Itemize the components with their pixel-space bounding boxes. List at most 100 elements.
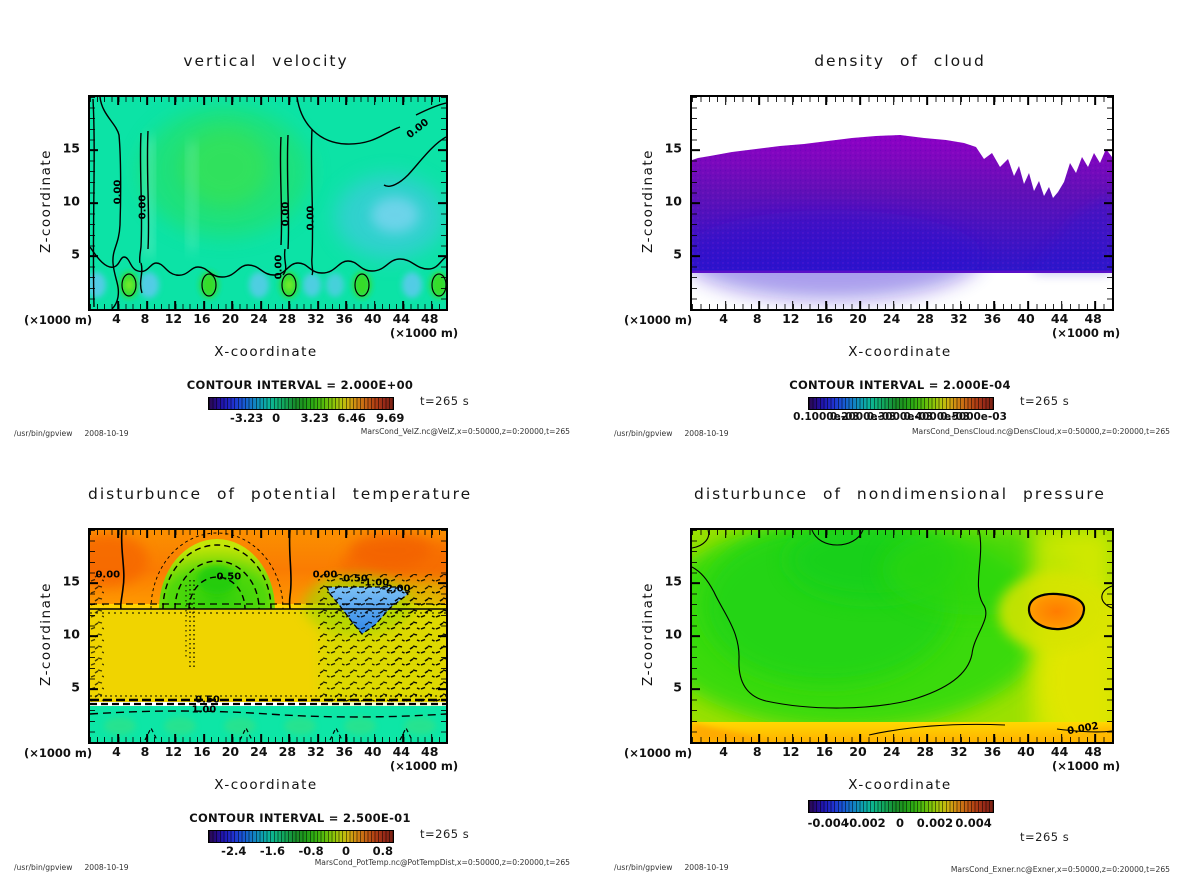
contour-interval-label: CONTOUR INTERVAL = 2.500E-01 [189,811,411,825]
x-tick-label: 4 [719,744,728,759]
colorbar-tick-label: 3.23 [300,411,329,425]
x-tick-labels: 4 8 12 16 20 24 28 32 36 40 44 48 [690,311,1110,326]
x-tick-label: 44 [1050,744,1069,759]
colorbar-tick-label: -2.4 [221,844,247,858]
y-tick-labels: 15 10 5 [654,95,684,307]
source-path-label: MarsCond_VelZ.nc@VelZ,x=0:50000,z=0:2000… [360,427,570,436]
time-label: t=265 s [1020,830,1070,844]
x-tick-label: 48 [421,311,439,326]
x-tick-label: 36 [335,311,354,326]
contour-field-svg [692,97,1112,309]
program-path: /usr/bin/gpview [14,429,73,438]
program-path: /usr/bin/gpview [614,429,673,438]
time-label: t=265 s [1020,394,1070,408]
x-tick-label: 20 [221,311,240,326]
x-tick-label: 8 [140,311,150,326]
x-tick-label: 40 [364,311,382,326]
x-tick-label: 40 [1017,744,1035,759]
x-tick-label: 36 [335,744,354,759]
x-tick-label: 4 [112,311,121,326]
x-tick-label: 24 [882,311,901,326]
y-tick-label: 5 [71,246,80,262]
colorbar-tick-label: -0.002 [844,816,886,830]
x-unit-label-right: (×1000 m) [390,326,459,340]
x-tick-label: 16 [193,744,211,759]
contour-interval-label: CONTOUR INTERVAL = 2.000E-04 [789,378,1011,392]
x-axis-label: X-coordinate [848,344,952,360]
colorbar-tick-label: 0.4000e-03 [903,411,971,423]
gpview-path-label: /usr/bin/gpview 2008-10-19 [614,429,729,438]
colorbar-tick-label: 6.46 [337,411,366,425]
colorbar-tick-label: 0.3000e-03 [866,411,934,423]
x-tick-label: 24 [250,311,268,326]
plot-title: vertical velocity [183,52,349,70]
x-tick-label: 16 [815,311,834,326]
x-unit-label-right: (×1000 m) [1052,759,1121,773]
x-tick-label: 32 [950,744,968,759]
plot-area: 0.00 0.00 0.00 0.00 0.00 0.00 [88,95,448,311]
source-path-label: MarsCond_DensCloud.nc@DensCloud,x=0:5000… [912,427,1170,436]
colorbar-tick-label: 0.002 [916,816,954,830]
plot-title: density of cloud [814,52,986,70]
time-label: t=265 s [420,827,470,841]
panel-potential-temperature: disturbunce of potential temperature Z-c… [0,473,600,872]
y-tick-label: 5 [673,679,682,695]
x-tick-label: 48 [421,744,439,759]
x-tick-label: 12 [782,311,800,326]
x-tick-label: 36 [983,311,1002,326]
contour-field-svg [692,530,1112,742]
x-tick-labels: 4 8 12 16 20 24 28 32 36 40 44 48 [88,311,444,326]
y-tick-label: 10 [664,193,682,209]
gpview-path-label: /usr/bin/gpview 2008-10-19 [14,429,129,438]
x-unit-label-left: (×1000 m) [24,313,93,327]
x-axis-label: X-coordinate [848,777,952,793]
y-tick-label: 10 [62,193,80,209]
date-label: 2008-10-19 [84,429,129,438]
plot-area: 0.002 [690,528,1114,744]
colorbar-tick-labels: -0.004 -0.002 0 0.002 0.004 [808,816,992,830]
colorbar-tick-label: -3.23 [230,411,264,425]
y-tick-label: 5 [673,246,682,262]
x-axis-label: X-coordinate [214,344,318,360]
colorbar-tick-labels: 0.1000e-03 0.2000e-03 0.3000e-03 0.4000e-03… [793,411,1007,425]
contour-field-svg [90,97,446,309]
x-unit-label-right: (×1000 m) [390,759,459,773]
x-tick-label: 8 [752,311,762,326]
x-tick-label: 12 [782,744,800,759]
x-tick-labels: 4 8 12 16 20 24 28 32 36 40 44 48 [690,744,1110,759]
x-tick-label: 4 [112,744,121,759]
colorbar-tick-label: 0.5000e-03 [940,411,1007,423]
colorbar-tick-label: -1.6 [259,844,285,858]
colorbar-tick-label: 0 [895,816,905,830]
contour-field-svg [90,530,446,742]
plot-title: disturbunce of potential temperature [88,485,473,503]
x-tick-label: 44 [392,744,410,759]
x-unit-label-left: (×1000 m) [624,313,693,327]
x-tick-label: 32 [950,311,968,326]
y-tick-labels: 15 10 5 [654,528,684,740]
colorbar-tick-label: 9.69 [375,411,405,425]
panel-density-of-cloud: density of cloud Z-coordinate 4 8 12 16 20 24… [600,40,1200,440]
time-label: t=265 s [420,394,470,408]
x-tick-label: 20 [849,311,867,326]
x-tick-label: 8 [752,744,762,759]
plot-area [690,95,1114,311]
x-unit-label-left: (×1000 m) [24,746,93,760]
contour-interval-label: CONTOUR INTERVAL = 2.000E+00 [186,378,414,392]
panel-vertical-velocity: vertical velocity Z-coordinate [0,40,600,440]
x-tick-label: 32 [307,311,325,326]
x-tick-label: 4 [719,311,728,326]
date-label: 2008-10-19 [684,429,729,438]
colorbar [208,830,394,843]
colorbar-tick-labels: -2.4 -1.6 -0.8 0 0.8 [208,844,393,858]
x-tick-label: 28 [278,311,297,326]
y-tick-labels: 15 10 5 [52,95,82,307]
colorbar-tick-label: -0.8 [298,844,324,858]
x-tick-label: 20 [221,744,240,759]
source-path-label: MarsCond_Exner.nc@Exner,x=0:50000,z=0:20… [950,865,1170,874]
y-tick-label: 15 [62,140,80,156]
x-tick-label: 48 [1084,744,1102,759]
x-tick-label: 44 [392,311,410,326]
colorbar [808,800,994,813]
y-tick-label: 15 [664,573,682,589]
